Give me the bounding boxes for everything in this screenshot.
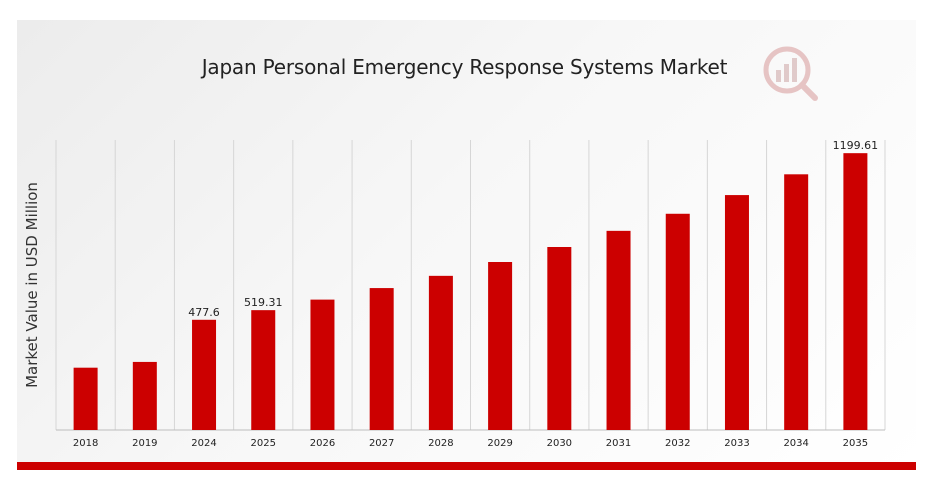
chart-title: Japan Personal Emergency Response System…	[201, 55, 728, 79]
bar-2019	[132, 361, 157, 430]
bar-2018	[73, 367, 98, 430]
x-tick-label: 2035	[843, 438, 868, 449]
x-tick-label: 2029	[487, 438, 512, 449]
x-tick-label: 2025	[251, 438, 276, 449]
bar-2034	[784, 174, 809, 430]
bar-2024	[192, 319, 217, 430]
x-tick-label: 2032	[665, 438, 690, 449]
bar-2030	[547, 247, 572, 430]
data-label: 477.6	[188, 306, 220, 319]
x-tick-label: 2019	[132, 438, 157, 449]
bar-2026	[310, 299, 335, 430]
bar-2029	[488, 262, 513, 430]
footer-accent-band	[17, 462, 916, 470]
x-tick-label: 2027	[369, 438, 394, 449]
x-tick-label: 2030	[547, 438, 572, 449]
x-tick-label: 2034	[783, 438, 808, 449]
bar-2035	[843, 153, 868, 430]
x-tick-label: 2024	[191, 438, 216, 449]
data-label: 1199.61	[833, 139, 879, 152]
bar-2033	[724, 195, 749, 430]
x-tick-label: 2018	[73, 438, 98, 449]
bar-2032	[665, 213, 690, 430]
x-tick-label: 2028	[428, 438, 453, 449]
x-tick-label: 2033	[724, 438, 749, 449]
market-research-logo-icon	[763, 46, 818, 101]
bar-2028	[428, 275, 453, 430]
x-tick-label: 2031	[606, 438, 631, 449]
data-label: 519.31	[244, 296, 283, 309]
bar-2031	[606, 230, 631, 430]
bar-2025	[251, 310, 276, 430]
bar-2027	[369, 288, 394, 430]
x-tick-label: 2026	[310, 438, 335, 449]
